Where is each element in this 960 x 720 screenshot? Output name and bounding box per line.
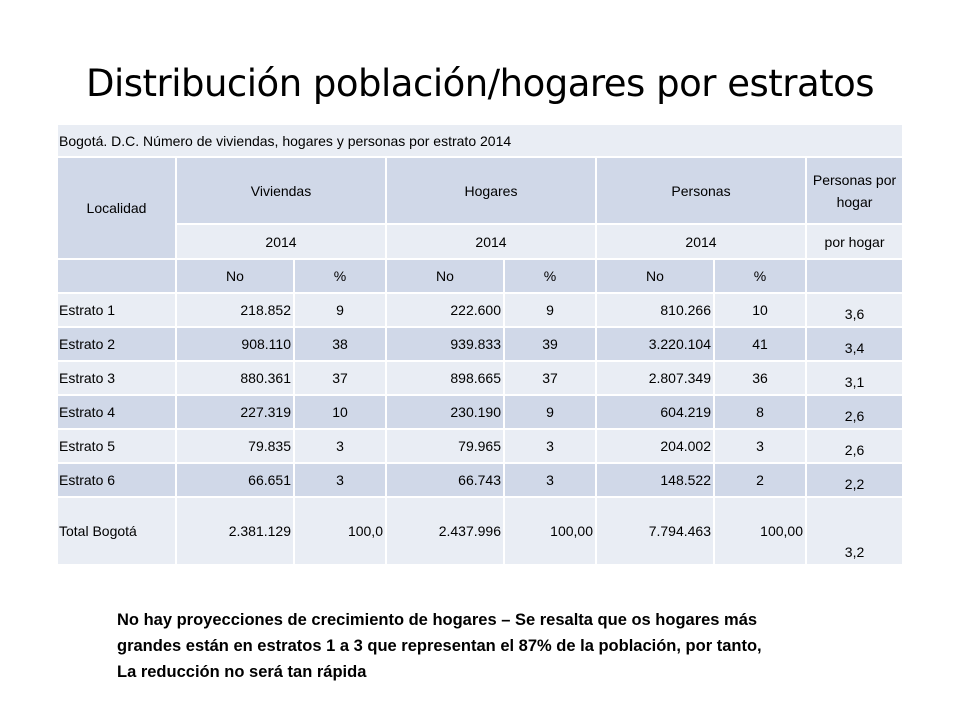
cell-viv-no: 880.361 <box>175 360 295 396</box>
cell-hog-pct: 39 <box>503 326 597 362</box>
cell-per-pct: 3 <box>713 428 807 464</box>
header-year-personas: 2014 <box>595 223 807 260</box>
cell-viv-pct: 10 <box>293 394 387 430</box>
table-row: Estrato 4 227.319 10 230.190 9 604.219 8… <box>56 394 905 430</box>
cell-pph: 2,2 <box>804 462 905 498</box>
cell-hog-pct: 3 <box>503 462 597 498</box>
cell-per-no: 2.807.349 <box>595 360 715 396</box>
table-row: Estrato 1 218.852 9 222.600 9 810.266 10… <box>56 292 905 328</box>
cell-per-no: 604.219 <box>595 394 715 430</box>
cell-total-pph: 3,2 <box>804 496 905 566</box>
cell-hog-no: 939.833 <box>385 326 505 362</box>
cell-hog-pct: 37 <box>503 360 597 396</box>
cell-estrato: Estrato 6 <box>56 462 177 498</box>
slide-title: Distribución población/hogares por estra… <box>85 62 875 105</box>
header-year-viviendas: 2014 <box>175 223 387 260</box>
cell-estrato: Estrato 4 <box>56 394 177 430</box>
cell-pph: 3,1 <box>804 360 905 396</box>
header-personas-por-hogar: Personas por hogar <box>804 156 905 225</box>
header-empty <box>804 258 905 294</box>
cell-total-per-pct: 100,00 <box>713 496 807 566</box>
cell-total-hog-pct: 100,00 <box>503 496 597 566</box>
header-pct: % <box>293 258 387 294</box>
cell-viv-pct: 9 <box>293 292 387 328</box>
cell-viv-no: 66.651 <box>175 462 295 498</box>
estratos-table: Bogotá. D.C. Número de viviendas, hogare… <box>55 123 905 566</box>
cell-pph: 3,6 <box>804 292 905 328</box>
footnote-line: grandes están en estratos 1 a 3 que repr… <box>117 637 762 655</box>
caption-row: Bogotá. D.C. Número de viviendas, hogare… <box>55 123 905 158</box>
table-row: Estrato 3 880.361 37 898.665 37 2.807.34… <box>56 360 905 396</box>
cell-viv-pct: 3 <box>293 428 387 464</box>
header-hogares: Hogares <box>385 156 597 225</box>
cell-total-viv-no: 2.381.129 <box>175 496 295 566</box>
cell-pph: 2,6 <box>804 428 905 464</box>
header-row-3: No % No % No % <box>56 258 905 294</box>
table-row: Estrato 5 79.835 3 79.965 3 204.002 3 2,… <box>56 428 905 464</box>
cell-viv-pct: 38 <box>293 326 387 362</box>
table-row: Estrato 2 908.110 38 939.833 39 3.220.10… <box>56 326 905 362</box>
cell-viv-no: 218.852 <box>175 292 295 328</box>
cell-hog-pct: 3 <box>503 428 597 464</box>
cell-pph: 3,4 <box>804 326 905 362</box>
cell-total-per-no: 7.794.463 <box>595 496 715 566</box>
cell-viv-no: 908.110 <box>175 326 295 362</box>
cell-pph: 2,6 <box>804 394 905 430</box>
header-pct: % <box>503 258 597 294</box>
cell-estrato: Estrato 2 <box>56 326 177 362</box>
cell-estrato: Estrato 3 <box>56 360 177 396</box>
cell-per-no: 810.266 <box>595 292 715 328</box>
table-caption: Bogotá. D.C. Número de viviendas, hogare… <box>55 123 905 158</box>
header-personas: Personas <box>595 156 807 225</box>
cell-estrato: Estrato 1 <box>56 292 177 328</box>
header-pct: % <box>713 258 807 294</box>
footnote: No hay proyecciones de crecimiento de ho… <box>117 607 947 685</box>
cell-estrato: Estrato 5 <box>56 428 177 464</box>
cell-per-no: 148.522 <box>595 462 715 498</box>
cell-per-no: 204.002 <box>595 428 715 464</box>
header-row-1: Localidad Viviendas Hogares Personas Per… <box>56 156 905 260</box>
header-empty <box>56 258 177 294</box>
header-por-hogar: por hogar <box>804 223 905 260</box>
table-row: Estrato 6 66.651 3 66.743 3 148.522 2 2,… <box>56 462 905 498</box>
cell-viv-pct: 3 <box>293 462 387 498</box>
header-no: No <box>385 258 505 294</box>
cell-per-pct: 8 <box>713 394 807 430</box>
header-localidad: Localidad <box>56 156 177 260</box>
header-viviendas: Viviendas <box>175 156 387 225</box>
header-no: No <box>175 258 295 294</box>
cell-per-no: 3.220.104 <box>595 326 715 362</box>
header-no: No <box>595 258 715 294</box>
cell-viv-no: 227.319 <box>175 394 295 430</box>
cell-per-pct: 41 <box>713 326 807 362</box>
cell-per-pct: 2 <box>713 462 807 498</box>
header-row-2: 2014 2014 2014 por hogar <box>57 223 905 260</box>
total-row: Total Bogotá 2.381.129 100,0 2.437.996 1… <box>56 496 905 566</box>
cell-hog-no: 79.965 <box>385 428 505 464</box>
cell-total-label: Total Bogotá <box>56 496 177 566</box>
cell-hog-pct: 9 <box>503 394 597 430</box>
cell-hog-no: 66.743 <box>385 462 505 498</box>
footnote-line: No hay proyecciones de crecimiento de ho… <box>117 611 758 629</box>
cell-per-pct: 36 <box>713 360 807 396</box>
header-year-hogares: 2014 <box>385 223 597 260</box>
cell-hog-no: 898.665 <box>385 360 505 396</box>
cell-per-pct: 10 <box>713 292 807 328</box>
cell-hog-no: 222.600 <box>385 292 505 328</box>
cell-viv-no: 79.835 <box>175 428 295 464</box>
footnote-line: La reducción no será tan rápida <box>117 663 367 681</box>
cell-total-hog-no: 2.437.996 <box>385 496 505 566</box>
cell-viv-pct: 37 <box>293 360 387 396</box>
cell-hog-no: 230.190 <box>385 394 505 430</box>
cell-hog-pct: 9 <box>503 292 597 328</box>
cell-total-viv-pct: 100,0 <box>293 496 387 566</box>
